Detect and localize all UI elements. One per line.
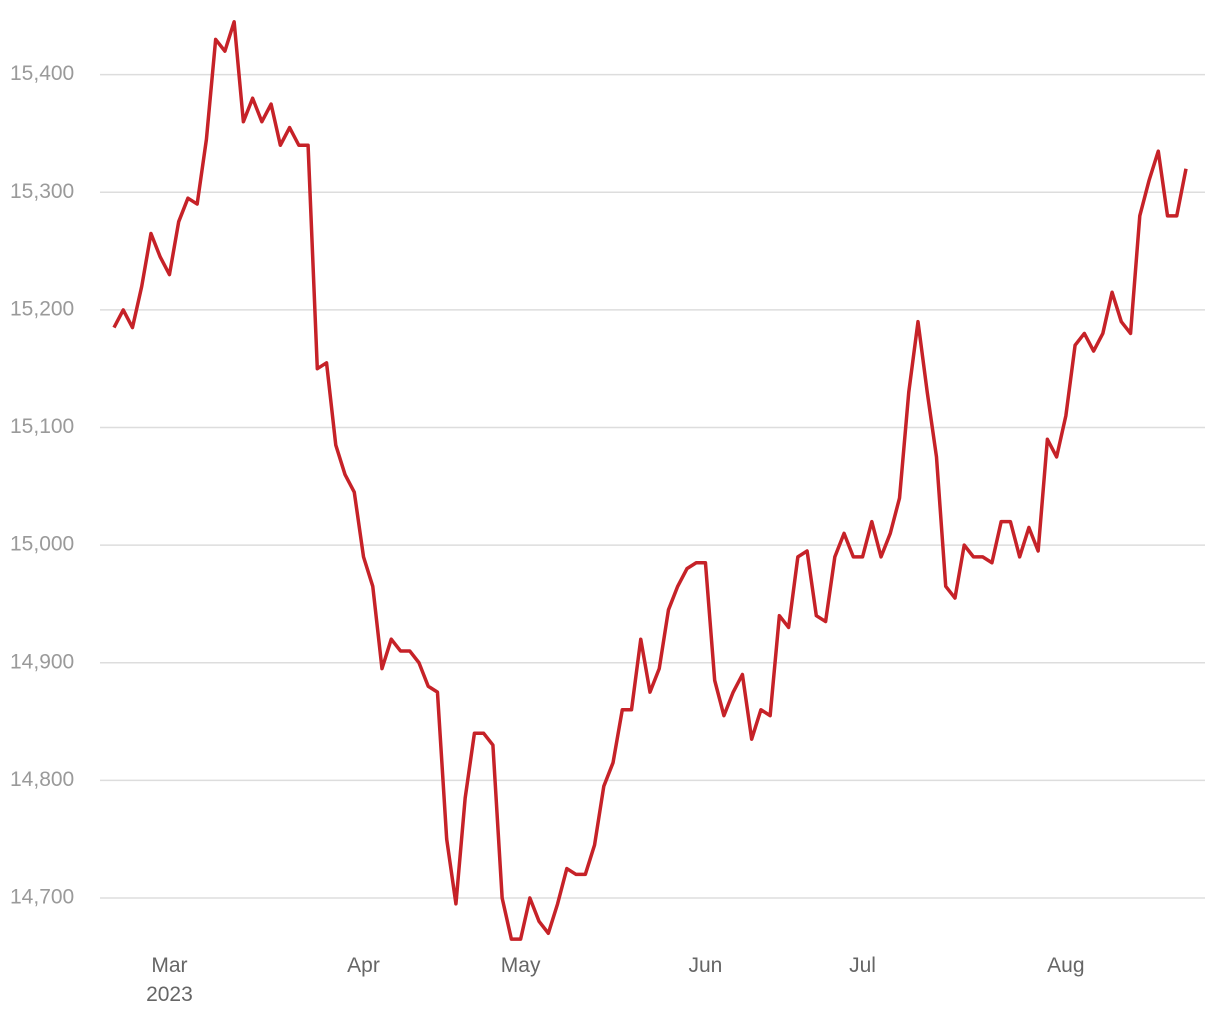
x-tick-label: May	[500, 954, 541, 977]
data-line	[112, 20, 1188, 941]
y-tick-label: 14,900	[10, 650, 74, 673]
x-tick-label: Apr	[347, 954, 380, 977]
y-tick-label: 14,800	[10, 768, 74, 791]
x-tick-label: Jul	[849, 954, 876, 977]
y-tick-label: 15,300	[10, 180, 74, 203]
y-tick-label: 14,700	[10, 886, 74, 909]
y-tick-label: 15,200	[10, 297, 74, 320]
y-tick-label: 15,400	[10, 62, 74, 85]
x-tick-label: Jun	[688, 954, 723, 977]
y-tick-label: 15,100	[10, 415, 74, 438]
y-tick-label: 15,000	[10, 533, 74, 556]
x-tick-label: Aug	[1047, 954, 1085, 977]
x-tick-label: Mar 2023	[146, 954, 193, 1006]
